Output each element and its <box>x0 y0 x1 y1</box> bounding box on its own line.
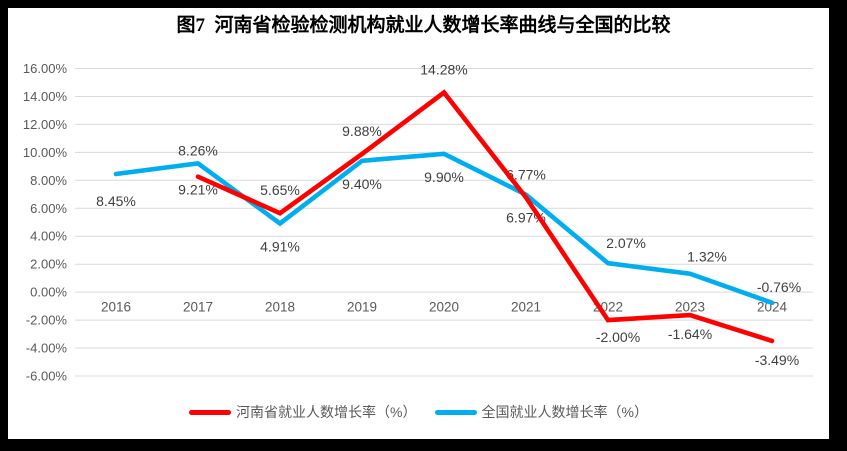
national-data-label: 4.91% <box>260 239 300 255</box>
y-tick-label: -6.00% <box>26 369 68 384</box>
henan-data-label: 9.21% <box>178 182 218 198</box>
x-axis-label-2018: 2018 <box>265 300 295 315</box>
x-axis-label-2016: 2016 <box>101 300 131 315</box>
x-axis-label-2019: 2019 <box>347 300 377 315</box>
legend-item-henan: 河南省就业人数增长率（%） <box>189 402 417 422</box>
y-tick-label: 14.00% <box>23 89 68 104</box>
henan-data-label: 14.28% <box>420 62 467 78</box>
y-tick-label: 12.00% <box>23 117 68 132</box>
y-tick-label: 16.00% <box>23 61 68 76</box>
legend: 河南省就业人数增长率（%） 全国就业人数增长率（%） <box>8 402 829 422</box>
chart-canvas <box>8 8 829 439</box>
y-tick-label: 10.00% <box>23 145 68 160</box>
y-tick-label: 2.00% <box>30 257 67 272</box>
y-tick-label: 8.00% <box>30 173 67 188</box>
y-tick-label: 0.00% <box>30 285 67 300</box>
chart-title: 图7 河南省检验检测机构就业人数增长率曲线与全国的比较 <box>176 15 671 36</box>
national-data-label: 8.26% <box>178 142 218 158</box>
x-axis-label-2023: 2023 <box>675 300 705 315</box>
national-data-label: 8.45% <box>96 193 136 209</box>
x-axis-label-2024: 2024 <box>757 300 788 315</box>
y-tick-label: -4.00% <box>26 341 68 356</box>
x-axis-label-2020: 2020 <box>429 300 459 315</box>
x-axis-label-2017: 2017 <box>183 300 213 315</box>
y-tick-label: -2.00% <box>26 313 68 328</box>
henan-data-label: 9.88% <box>342 123 382 139</box>
national-data-label: 1.32% <box>687 249 727 265</box>
y-tick-label: 4.00% <box>30 229 67 244</box>
legend-line-swatch-national <box>434 409 477 415</box>
x-axis-label-2021: 2021 <box>511 300 541 315</box>
national-data-label: 9.40% <box>342 176 382 192</box>
legend-line-swatch-henan <box>189 409 232 415</box>
henan-series-line <box>195 89 775 344</box>
henan-data-label: -1.64% <box>668 326 712 342</box>
national-data-label: -0.76% <box>757 279 801 295</box>
legend-label-henan: 河南省就业人数增长率（%） <box>236 404 417 420</box>
henan-data-label: -2.00% <box>596 329 640 345</box>
henan-data-label: -3.49% <box>755 352 799 368</box>
legend-item-national: 全国就业人数增长率（%） <box>434 402 648 422</box>
henan-data-label: 5.65% <box>260 182 300 198</box>
legend-label-national: 全国就业人数增长率（%） <box>481 404 648 420</box>
national-data-label: 2.07% <box>606 235 646 251</box>
y-tick-label: 6.00% <box>30 201 67 216</box>
national-data-label: 9.90% <box>424 169 464 185</box>
henan-data-label: 6.77% <box>506 167 546 183</box>
national-series-line <box>113 151 775 306</box>
